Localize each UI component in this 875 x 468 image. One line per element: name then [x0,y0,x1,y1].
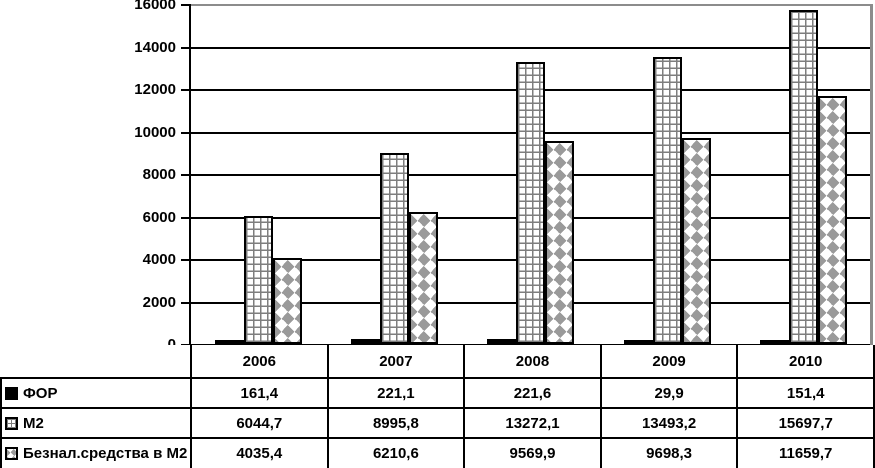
y-axis-label: 6000 [142,208,176,226]
table-value-cell: 29,9 [599,377,737,407]
table-value-cell: 13272,1 [463,407,600,437]
x-axis-label: 2010 [736,345,873,377]
y-axis-label: 12000 [134,81,176,98]
y-axis-line [189,4,191,346]
bar-М2 [516,61,546,344]
y-axis-tick [181,89,190,91]
y-axis-label: 16000 [134,0,176,13]
legend-label: ФОР [23,384,58,402]
bar-Безнал.средства в М2 [409,212,439,344]
table-corner-cell [0,345,190,377]
data-table: 2006 2007 2008 2009 2010 ФОР 161,4 221,1 221,6 29… [0,345,875,468]
gridline [190,4,872,6]
y-axis-tick [181,46,190,49]
x-axis-label: 2009 [599,345,737,377]
table-value-cell: 13493,2 [599,407,737,437]
x-axis-label: 2008 [463,345,600,377]
plot-area: 0200040006000800010000120001400016000 [134,0,873,353]
y-axis-tick [181,174,190,176]
bar-Безнал.средства в М2 [545,140,575,344]
y-axis-tick [181,259,190,261]
gridline [190,46,872,49]
legend-swatch-icon [5,386,18,400]
legend-label: М2 [23,414,44,432]
x-axis-label: 2006 [190,345,327,377]
table-value-cell: 221,1 [326,377,464,407]
table-value-cell: 8995,8 [326,407,464,437]
table-value-cell: 151,4 [736,377,873,407]
table-value-cell: 221,6 [463,377,600,407]
bar-ФОР [623,340,653,344]
y-axis-label: 2000 [142,293,176,311]
table-value-cell: 9698,3 [599,437,737,468]
legend-cell: Безнал.средства в М2 [0,437,190,468]
bar-М2 [652,57,682,344]
bar-group-2009 [599,0,735,345]
table-value-cell: 15697,7 [736,407,873,437]
y-axis-tick [181,4,190,6]
y-axis-label: 0 [0,336,176,354]
bar-group-2010 [736,0,872,345]
bar-Безнал.средства в М2 [272,258,302,344]
legend-label: Безнал.средства в М2 [23,445,188,462]
legend-swatch-icon [5,447,18,460]
bar-group-2008 [463,0,599,345]
bar-Безнал.средства в М2 [681,137,711,344]
y-axis-tick [181,131,190,134]
bar-group-2007 [326,0,462,345]
y-axis-label: 14000 [134,38,176,56]
y-axis-label: 8000 [142,166,176,183]
bar-ФОР [760,340,790,344]
table-value-cell: 6210,6 [326,437,464,468]
y-axis-tick [181,301,190,304]
y-axis-label: 4000 [142,251,176,268]
table-value-cell: 9569,9 [463,437,600,468]
bar-М2 [380,152,410,344]
table-value-cell: 161,4 [190,377,327,407]
y-axis-tick [181,216,190,219]
bar-М2 [789,10,819,344]
bar-М2 [243,215,273,344]
chart-right-border [870,4,873,345]
bar-ФОР [214,340,244,344]
bar-ФОР [351,339,381,344]
bar-Безнал.средства в М2 [818,96,848,344]
y-axis-label: 10000 [134,123,176,141]
x-axis-label: 2007 [326,345,464,377]
bar-ФОР [487,339,517,344]
table-value-cell: 11659,7 [736,437,873,468]
legend-cell: ФОР [0,377,190,407]
bar-group-2006 [190,0,326,345]
table-value-cell: 6044,7 [190,407,327,437]
legend-swatch-icon [5,416,18,430]
table-value-cell: 4035,4 [190,437,327,468]
legend-cell: М2 [0,407,190,437]
